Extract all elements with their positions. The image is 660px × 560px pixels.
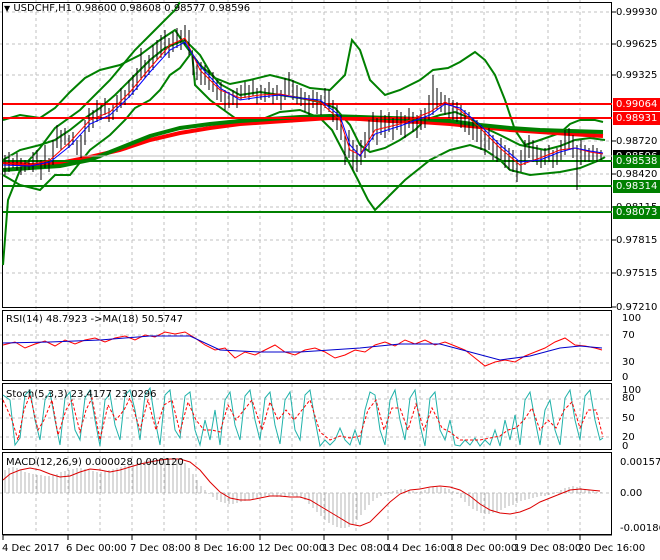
stoch-tick: 100 [622, 385, 642, 396]
price-tick: 0.98720 [616, 136, 658, 147]
level-tag-red: 0.98931 [613, 112, 660, 125]
level-tag-green: 0.98314 [613, 180, 660, 193]
ohlc-values: 0.98600 0.98608 0.98577 0.98596 [75, 3, 251, 14]
bollinger-bands [2, 1, 606, 266]
fast-ma-red [2, 37, 604, 166]
chart-header: ▼ USDCHF,H1 0.98600 0.98608 0.98577 0.98… [4, 3, 250, 15]
time-label: 4 Dec 2017 [2, 543, 60, 554]
time-label: 8 Dec 16:00 [194, 543, 255, 554]
price-bars [4, 25, 602, 190]
stoch-tick: 20 [622, 432, 635, 443]
panel-frames [2, 2, 612, 535]
macd-tick: -0.001867 [620, 523, 660, 534]
level-tag-green: 0.98073 [613, 206, 660, 219]
grid [0, 0, 612, 535]
time-label: 19 Dec 08:00 [514, 543, 582, 554]
price-tick: 0.99930 [616, 7, 658, 18]
stoch-tick: 80 [622, 393, 635, 404]
macd-label: MACD(12,26,9) 0.000028 0.000120 [6, 457, 184, 468]
macd-tick: 0.001577 [620, 457, 660, 468]
level-tag-red: 0.99064 [613, 98, 660, 111]
rsi-line [2, 331, 603, 367]
symbol-label: USDCHF,H1 [13, 3, 73, 14]
time-label: 20 Dec 16:00 [578, 543, 646, 554]
price-tick: 0.97210 [616, 302, 658, 313]
fast-ma-blue [2, 41, 604, 167]
rsi-tick: 70 [622, 330, 635, 341]
stoch-label: Stoch(5,3,3) 23.4177 23.0296 [6, 389, 157, 400]
rsi-ma-line [2, 335, 603, 361]
dropdown-triangle-icon[interactable]: ▼ [4, 4, 11, 13]
macd-histogram [4, 458, 602, 528]
price-tick: 0.97815 [616, 235, 658, 246]
rsi-tick: 30 [622, 357, 635, 368]
rsi-label: RSI(14) 48.7923 ->MA(18) 50.5747 [6, 314, 183, 325]
time-label: 12 Dec 00:00 [258, 543, 326, 554]
time-label: 18 Dec 00:00 [450, 543, 518, 554]
stoch-tick: 50 [622, 413, 635, 424]
price-tick: 0.97515 [616, 268, 658, 279]
stoch-k-line [2, 386, 604, 448]
macd-signal-line [2, 458, 601, 527]
macd-tick: 0.00 [620, 488, 643, 499]
rsi-tick: 0 [622, 372, 629, 383]
time-label: 14 Dec 16:00 [386, 543, 454, 554]
stoch-tick: 0 [622, 441, 629, 452]
level-tag-green: 0.98538 [613, 155, 660, 168]
price-tick: 0.98420 [616, 169, 658, 180]
time-label: 6 Dec 00:00 [66, 543, 127, 554]
rsi-tick: 100 [622, 313, 642, 324]
price-tick: 0.99625 [616, 39, 658, 50]
price-tick: 0.99325 [616, 70, 658, 81]
time-axis-ticks [2, 534, 612, 540]
time-label: 13 Dec 08:00 [322, 543, 390, 554]
stoch-d-line [2, 393, 604, 441]
time-label: 7 Dec 08:00 [130, 543, 191, 554]
